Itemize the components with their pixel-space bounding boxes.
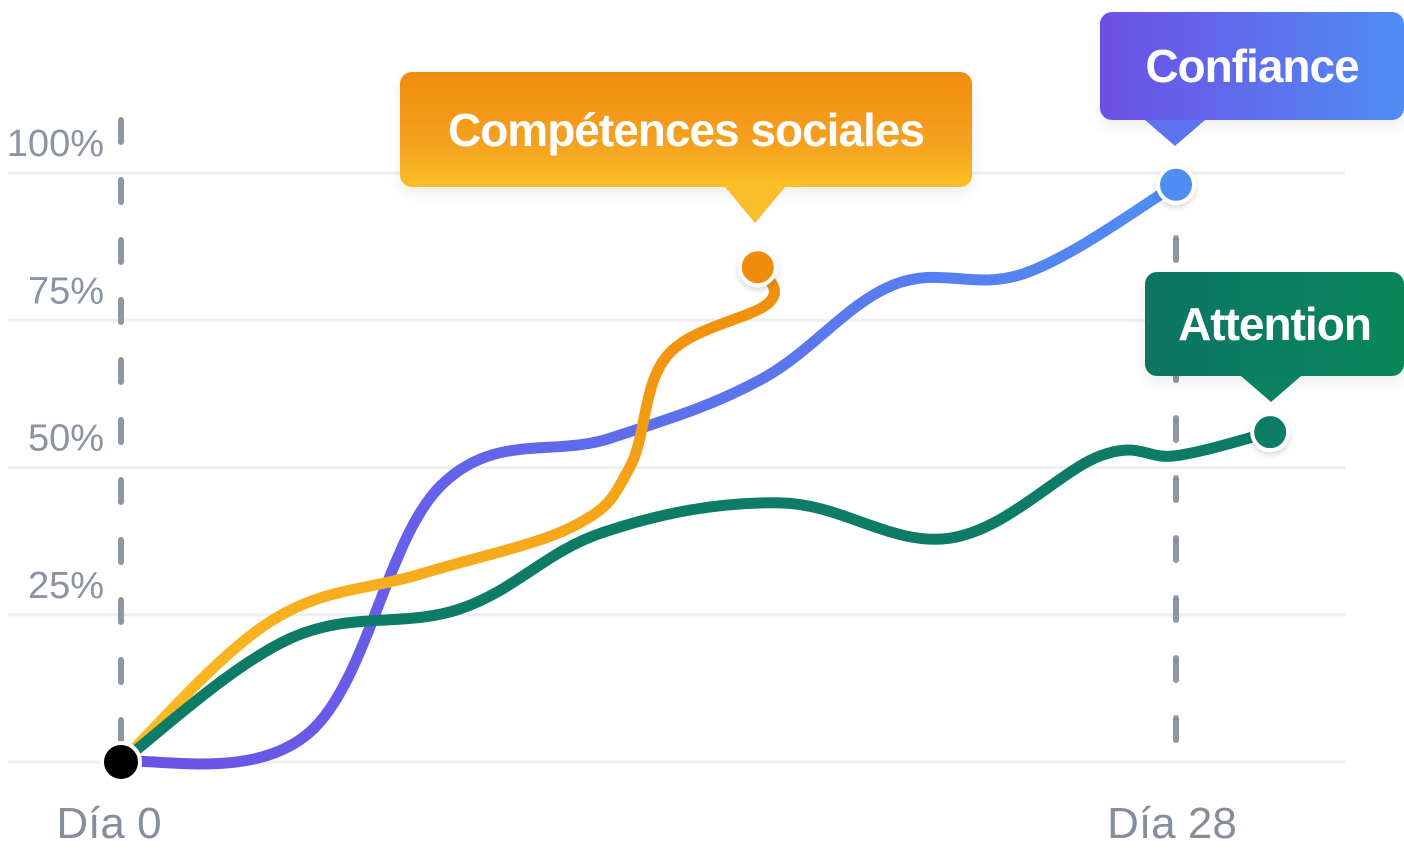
series-name: Compétences sociales [447, 103, 925, 156]
series-end-point [1156, 164, 1196, 205]
series-label-attention: Attention [1145, 272, 1404, 402]
series-end-point [737, 247, 778, 288]
series-line [115, 426, 1276, 768]
series-line [115, 179, 1182, 770]
callout-pointer [725, 187, 785, 223]
series-end-point [1250, 412, 1291, 453]
y-tick-label: 25% [28, 565, 104, 607]
series-label-competences-sociales: Compétences sociales [400, 72, 972, 223]
x-tick-label: Día 0 [56, 799, 161, 848]
series-line [115, 261, 780, 768]
callout-pointer [1241, 376, 1301, 402]
series-label-confiance: Confiance [1100, 12, 1404, 146]
y-tick-label: 100% [7, 123, 104, 165]
origin-point [100, 741, 142, 783]
y-tick-label: 75% [28, 270, 104, 312]
callout-pointer [1145, 120, 1205, 146]
x-tick-label: Día 28 [1107, 799, 1237, 848]
y-tick-label: 50% [28, 418, 104, 460]
series-name: Confiance [1145, 40, 1359, 92]
series-name: Attention [1178, 298, 1372, 350]
